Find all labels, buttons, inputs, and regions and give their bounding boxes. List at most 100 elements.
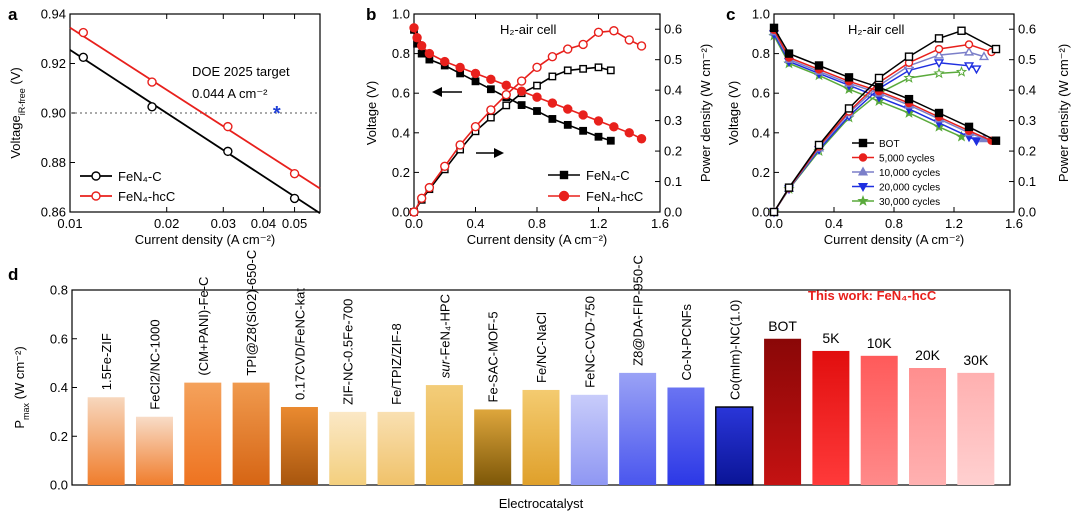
data-point [486, 74, 496, 85]
bar-category-label: Fe-SAC-MOF-5 [486, 311, 501, 402]
data-point [934, 34, 944, 43]
data-point [624, 35, 634, 45]
y-tick-label: 0.0 [392, 205, 410, 220]
series-FeN₄-hcC [69, 26, 321, 190]
bar-category-label: Co-N-PCNFs [679, 303, 694, 380]
x-tick-label: 0.01 [57, 216, 82, 231]
series-FeN₄-C [69, 49, 321, 214]
panel-b: 0.0 0.4 0.8 1.2 1.60.00.20.40.60.81.00.00.10… [364, 5, 713, 247]
series-BOT [769, 23, 1001, 217]
bar-Fe/TPIZ/ZIF-8 [377, 411, 415, 485]
bar-BOT [764, 338, 802, 485]
data-point [424, 182, 435, 193]
data-point [471, 77, 480, 86]
y-tick-label: 0.86 [41, 205, 66, 220]
legend-marker [559, 170, 569, 180]
bar-category-label: Fe/TPIZ/ZIF-8 [389, 323, 404, 405]
data-point [424, 48, 435, 59]
data-point [971, 65, 982, 75]
bar-FeCl2/NC-1000 [135, 416, 173, 485]
bar-Co-N-PCNFs [667, 387, 705, 485]
bar-TPI@Z8(SiO2)-650-C [232, 382, 270, 485]
y-axis-label: Voltage (V) [364, 81, 379, 145]
bar-category-label: Co(mIm)-NC(1.0) [727, 300, 742, 400]
bar-category-label: 10K [867, 335, 893, 351]
bar-category-label: (CM+PANI)-Fe-C [196, 277, 211, 376]
data-point [409, 23, 419, 33]
left-arrowhead-icon [432, 87, 442, 97]
y-tick-label: 0.8 [752, 46, 770, 61]
panel-label-c: c [726, 5, 735, 24]
legend-marker [857, 182, 869, 192]
data-point [78, 52, 88, 63]
data-point [416, 193, 427, 203]
bar-category-label: ZIF-NC-0.5Fe-700 [341, 299, 356, 405]
legend: BOT 5,000 cycles 10,000 cycles 20,000 cycle… [852, 138, 940, 208]
y-tick-label: 0.8 [50, 283, 68, 298]
legend-marker [858, 153, 868, 162]
data-point [486, 85, 495, 94]
legend-marker [91, 171, 101, 181]
polarization-line [773, 35, 962, 138]
legend-marker [91, 191, 101, 201]
data-point [502, 101, 511, 110]
data-point [563, 66, 572, 75]
data-point [955, 65, 968, 77]
bar-30K [957, 372, 995, 485]
bar-FeNC-CVD-750 [570, 394, 608, 485]
target-star-icon: * [273, 103, 281, 125]
x-tick-label: 0.03 [211, 216, 236, 231]
y-tick-label: 0.90 [41, 106, 66, 121]
x-tick-label: 0.4 [825, 216, 843, 231]
data-point [455, 62, 465, 73]
data-point [963, 46, 975, 56]
y2-tick-label: 0.0 [1018, 205, 1036, 220]
data-point [440, 56, 450, 67]
data-point [501, 90, 511, 100]
data-point [814, 61, 824, 70]
data-point [516, 86, 527, 96]
data-point [470, 122, 481, 132]
data-point [933, 67, 945, 79]
legend-entry: 5,000 cycles [879, 154, 935, 165]
data-point [991, 136, 1001, 145]
data-point [904, 94, 914, 104]
bar-category-label: Z8@DA-FIP-950-C [631, 255, 646, 366]
annotation-line2: 0.044 A cm⁻² [192, 86, 268, 101]
data-point [844, 73, 854, 82]
bar-category-label: TPI@Z8(SiO2)-650-C [244, 250, 259, 376]
data-point [784, 49, 794, 58]
series-line [413, 29, 642, 213]
data-point [814, 140, 824, 150]
data-point [844, 104, 854, 113]
data-point [563, 120, 572, 129]
y-tick-label: 0.6 [752, 86, 770, 101]
data-point [593, 116, 604, 126]
y-axis-label: VoltageiR-free (V) [8, 67, 27, 158]
data-point [971, 137, 982, 147]
bar-category-label: Fe/NC-NaCl [534, 312, 549, 383]
data-point [516, 76, 527, 86]
legend-entry: 10,000 cycles [879, 168, 940, 179]
x-tick-label: 1.6 [651, 216, 669, 231]
legend-marker [558, 190, 570, 202]
bar-category-label: 5K [822, 330, 840, 346]
data-point [624, 128, 634, 138]
x-tick-label: 1.2 [945, 216, 963, 231]
data-point [963, 62, 975, 72]
data-point [470, 68, 481, 79]
data-point [606, 136, 615, 145]
x-tick-label: 0.05 [282, 216, 307, 231]
data-point [609, 26, 619, 36]
data-point [904, 52, 914, 61]
bar-Z8@DA-FIP-950-C [619, 372, 657, 485]
bar-1.5Fe-ZIF [87, 397, 125, 485]
y-tick-label: 0.6 [50, 331, 68, 346]
data-point [594, 63, 603, 72]
data-point [903, 71, 915, 83]
bar-20K [909, 368, 947, 485]
legend-entry: FeN₄-hcC [118, 189, 175, 204]
data-point [609, 122, 619, 132]
legend-entry: 20,000 cycles [879, 183, 940, 194]
legend-entry: 30,000 cycles [879, 197, 940, 208]
